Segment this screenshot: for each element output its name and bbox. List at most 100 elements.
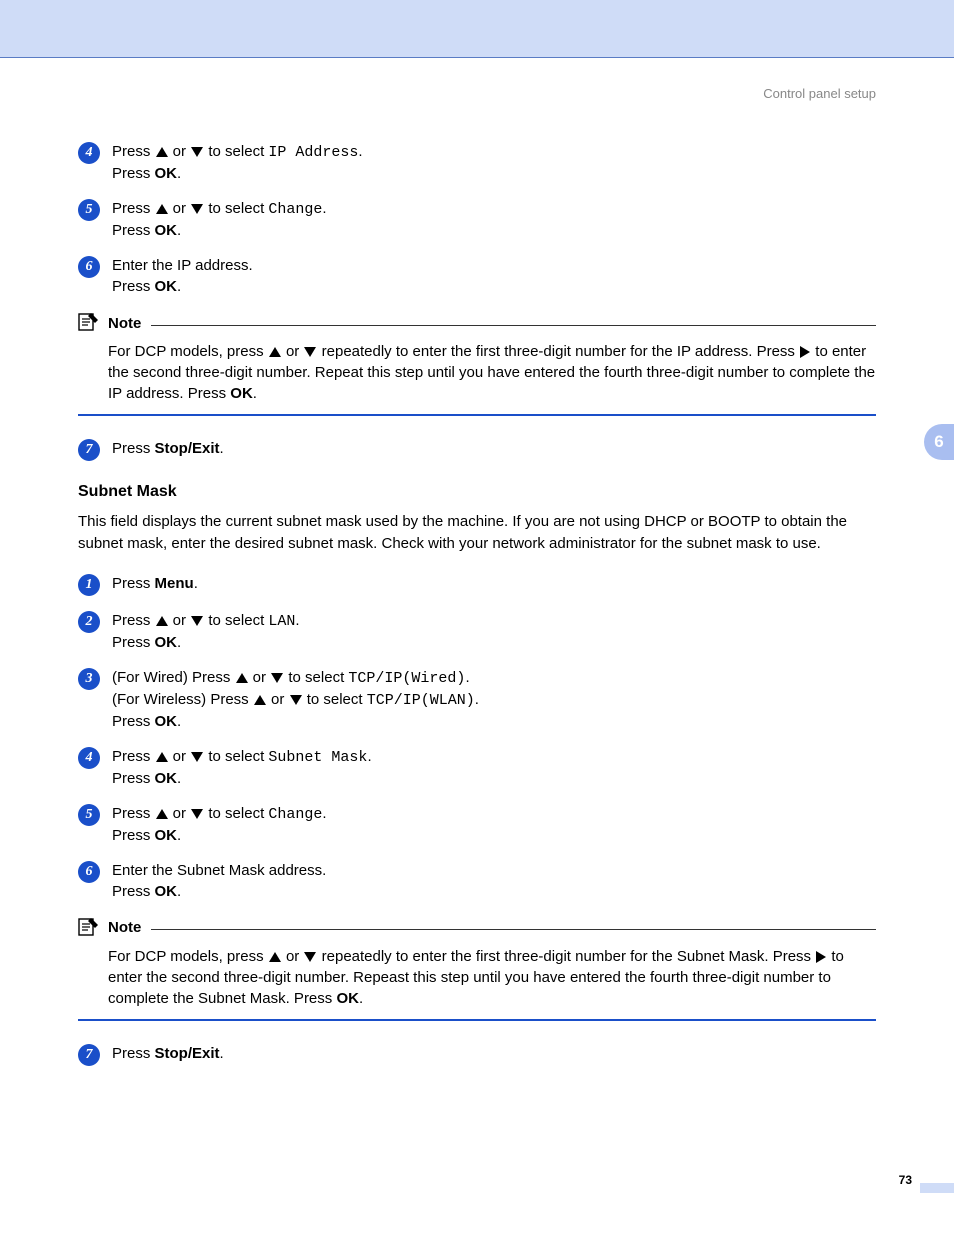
text: or <box>169 612 191 629</box>
mono-text: LAN <box>268 613 295 630</box>
note-title: Note <box>108 919 141 936</box>
text: to select <box>303 691 367 708</box>
text: . <box>359 990 363 1007</box>
down-arrow-icon <box>271 673 283 683</box>
text: . <box>177 770 181 787</box>
up-arrow-icon <box>236 673 248 683</box>
down-arrow-icon <box>191 147 203 157</box>
step-body: Press or to select Change. Press OK. <box>112 803 876 846</box>
text: or <box>169 200 191 217</box>
section-intro: This field displays the current subnet m… <box>78 511 876 555</box>
note-line <box>151 929 876 930</box>
text: . <box>220 440 224 457</box>
top-banner <box>0 0 954 58</box>
note-body: For DCP models, press or repeatedly to e… <box>78 946 876 1009</box>
bold-text: Menu <box>155 575 194 592</box>
text: or <box>267 691 289 708</box>
section-title: Subnet Mask <box>78 483 876 501</box>
step-b6: 6 Enter the Subnet Mask address. Press O… <box>78 860 876 902</box>
text: or <box>282 343 304 360</box>
bold-text: OK <box>155 222 178 239</box>
right-arrow-icon <box>816 951 826 963</box>
text: For DCP models, press <box>108 948 268 965</box>
step-badge: 6 <box>78 256 100 278</box>
text: or <box>169 143 191 160</box>
down-arrow-icon <box>304 347 316 357</box>
text: . <box>322 200 326 217</box>
mono-text: TCP/IP(WLAN) <box>367 692 475 709</box>
text: to select <box>204 805 268 822</box>
right-arrow-icon <box>800 346 810 358</box>
text: . <box>177 883 181 900</box>
text: Press <box>112 634 155 651</box>
text: or <box>169 805 191 822</box>
step-badge: 5 <box>78 199 100 221</box>
text: Press <box>112 827 155 844</box>
text: Press <box>112 440 155 457</box>
text: Press <box>112 278 155 295</box>
text: to select <box>204 200 268 217</box>
text: . <box>358 143 362 160</box>
note-block: Note For DCP models, press or repeatedly… <box>78 916 876 1021</box>
up-arrow-icon <box>156 616 168 626</box>
text: repeatedly to enter the first three-digi… <box>317 948 815 965</box>
bold-text: OK <box>155 278 178 295</box>
down-arrow-icon <box>304 952 316 962</box>
text: . <box>177 222 181 239</box>
note-rule <box>78 1019 876 1021</box>
mono-text: Change <box>268 806 322 823</box>
bold-text: OK <box>155 165 178 182</box>
step-body: Press or to select LAN. Press OK. <box>112 610 876 653</box>
step-body: Enter the Subnet Mask address. Press OK. <box>112 860 876 902</box>
text: . <box>367 748 371 765</box>
text: to select <box>204 748 268 765</box>
bold-text: OK <box>336 990 359 1007</box>
step-badge: 6 <box>78 861 100 883</box>
text: . <box>220 1045 224 1062</box>
note-header: Note <box>78 916 876 940</box>
down-arrow-icon <box>191 752 203 762</box>
text: . <box>475 691 479 708</box>
page-number: 73 <box>899 1173 912 1187</box>
step-badge: 1 <box>78 574 100 596</box>
bold-text: OK <box>155 827 178 844</box>
text: . <box>253 385 257 402</box>
up-arrow-icon <box>156 147 168 157</box>
up-arrow-icon <box>269 952 281 962</box>
mono-text: TCP/IP(Wired) <box>348 670 465 687</box>
text: . <box>177 278 181 295</box>
note-rule <box>78 414 876 416</box>
text: Press <box>112 1045 155 1062</box>
text: to select <box>204 612 268 629</box>
bold-text: OK <box>155 713 178 730</box>
step-badge: 3 <box>78 668 100 690</box>
step-6: 6 Enter the IP address. Press OK. <box>78 255 876 297</box>
text: Enter the IP address. <box>112 257 253 274</box>
page-content: 4 Press or to select IP Address. Press O… <box>0 101 954 1066</box>
text: Press <box>112 770 155 787</box>
text: . <box>194 575 198 592</box>
step-body: Press Stop/Exit. <box>112 438 876 459</box>
text: Press <box>112 748 155 765</box>
step-badge: 4 <box>78 142 100 164</box>
step-body: Press or to select Change. Press OK. <box>112 198 876 241</box>
text: Press <box>112 222 155 239</box>
text: Press <box>112 143 155 160</box>
text: Press <box>112 575 155 592</box>
note-header: Note <box>78 311 876 335</box>
step-b5: 5 Press or to select Change. Press OK. <box>78 803 876 846</box>
step-4: 4 Press or to select IP Address. Press O… <box>78 141 876 184</box>
text: Press <box>112 713 155 730</box>
bold-text: OK <box>155 883 178 900</box>
step-b4: 4 Press or to select Subnet Mask. Press … <box>78 746 876 789</box>
text: to select <box>204 143 268 160</box>
step-5: 5 Press or to select Change. Press OK. <box>78 198 876 241</box>
step-badge: 7 <box>78 439 100 461</box>
text: . <box>177 634 181 651</box>
mono-text: Change <box>268 201 322 218</box>
step-body: Enter the IP address. Press OK. <box>112 255 876 297</box>
chapter-tab: 6 <box>924 424 954 460</box>
text: or <box>169 748 191 765</box>
page-header: Control panel setup <box>0 58 954 101</box>
down-arrow-icon <box>191 809 203 819</box>
